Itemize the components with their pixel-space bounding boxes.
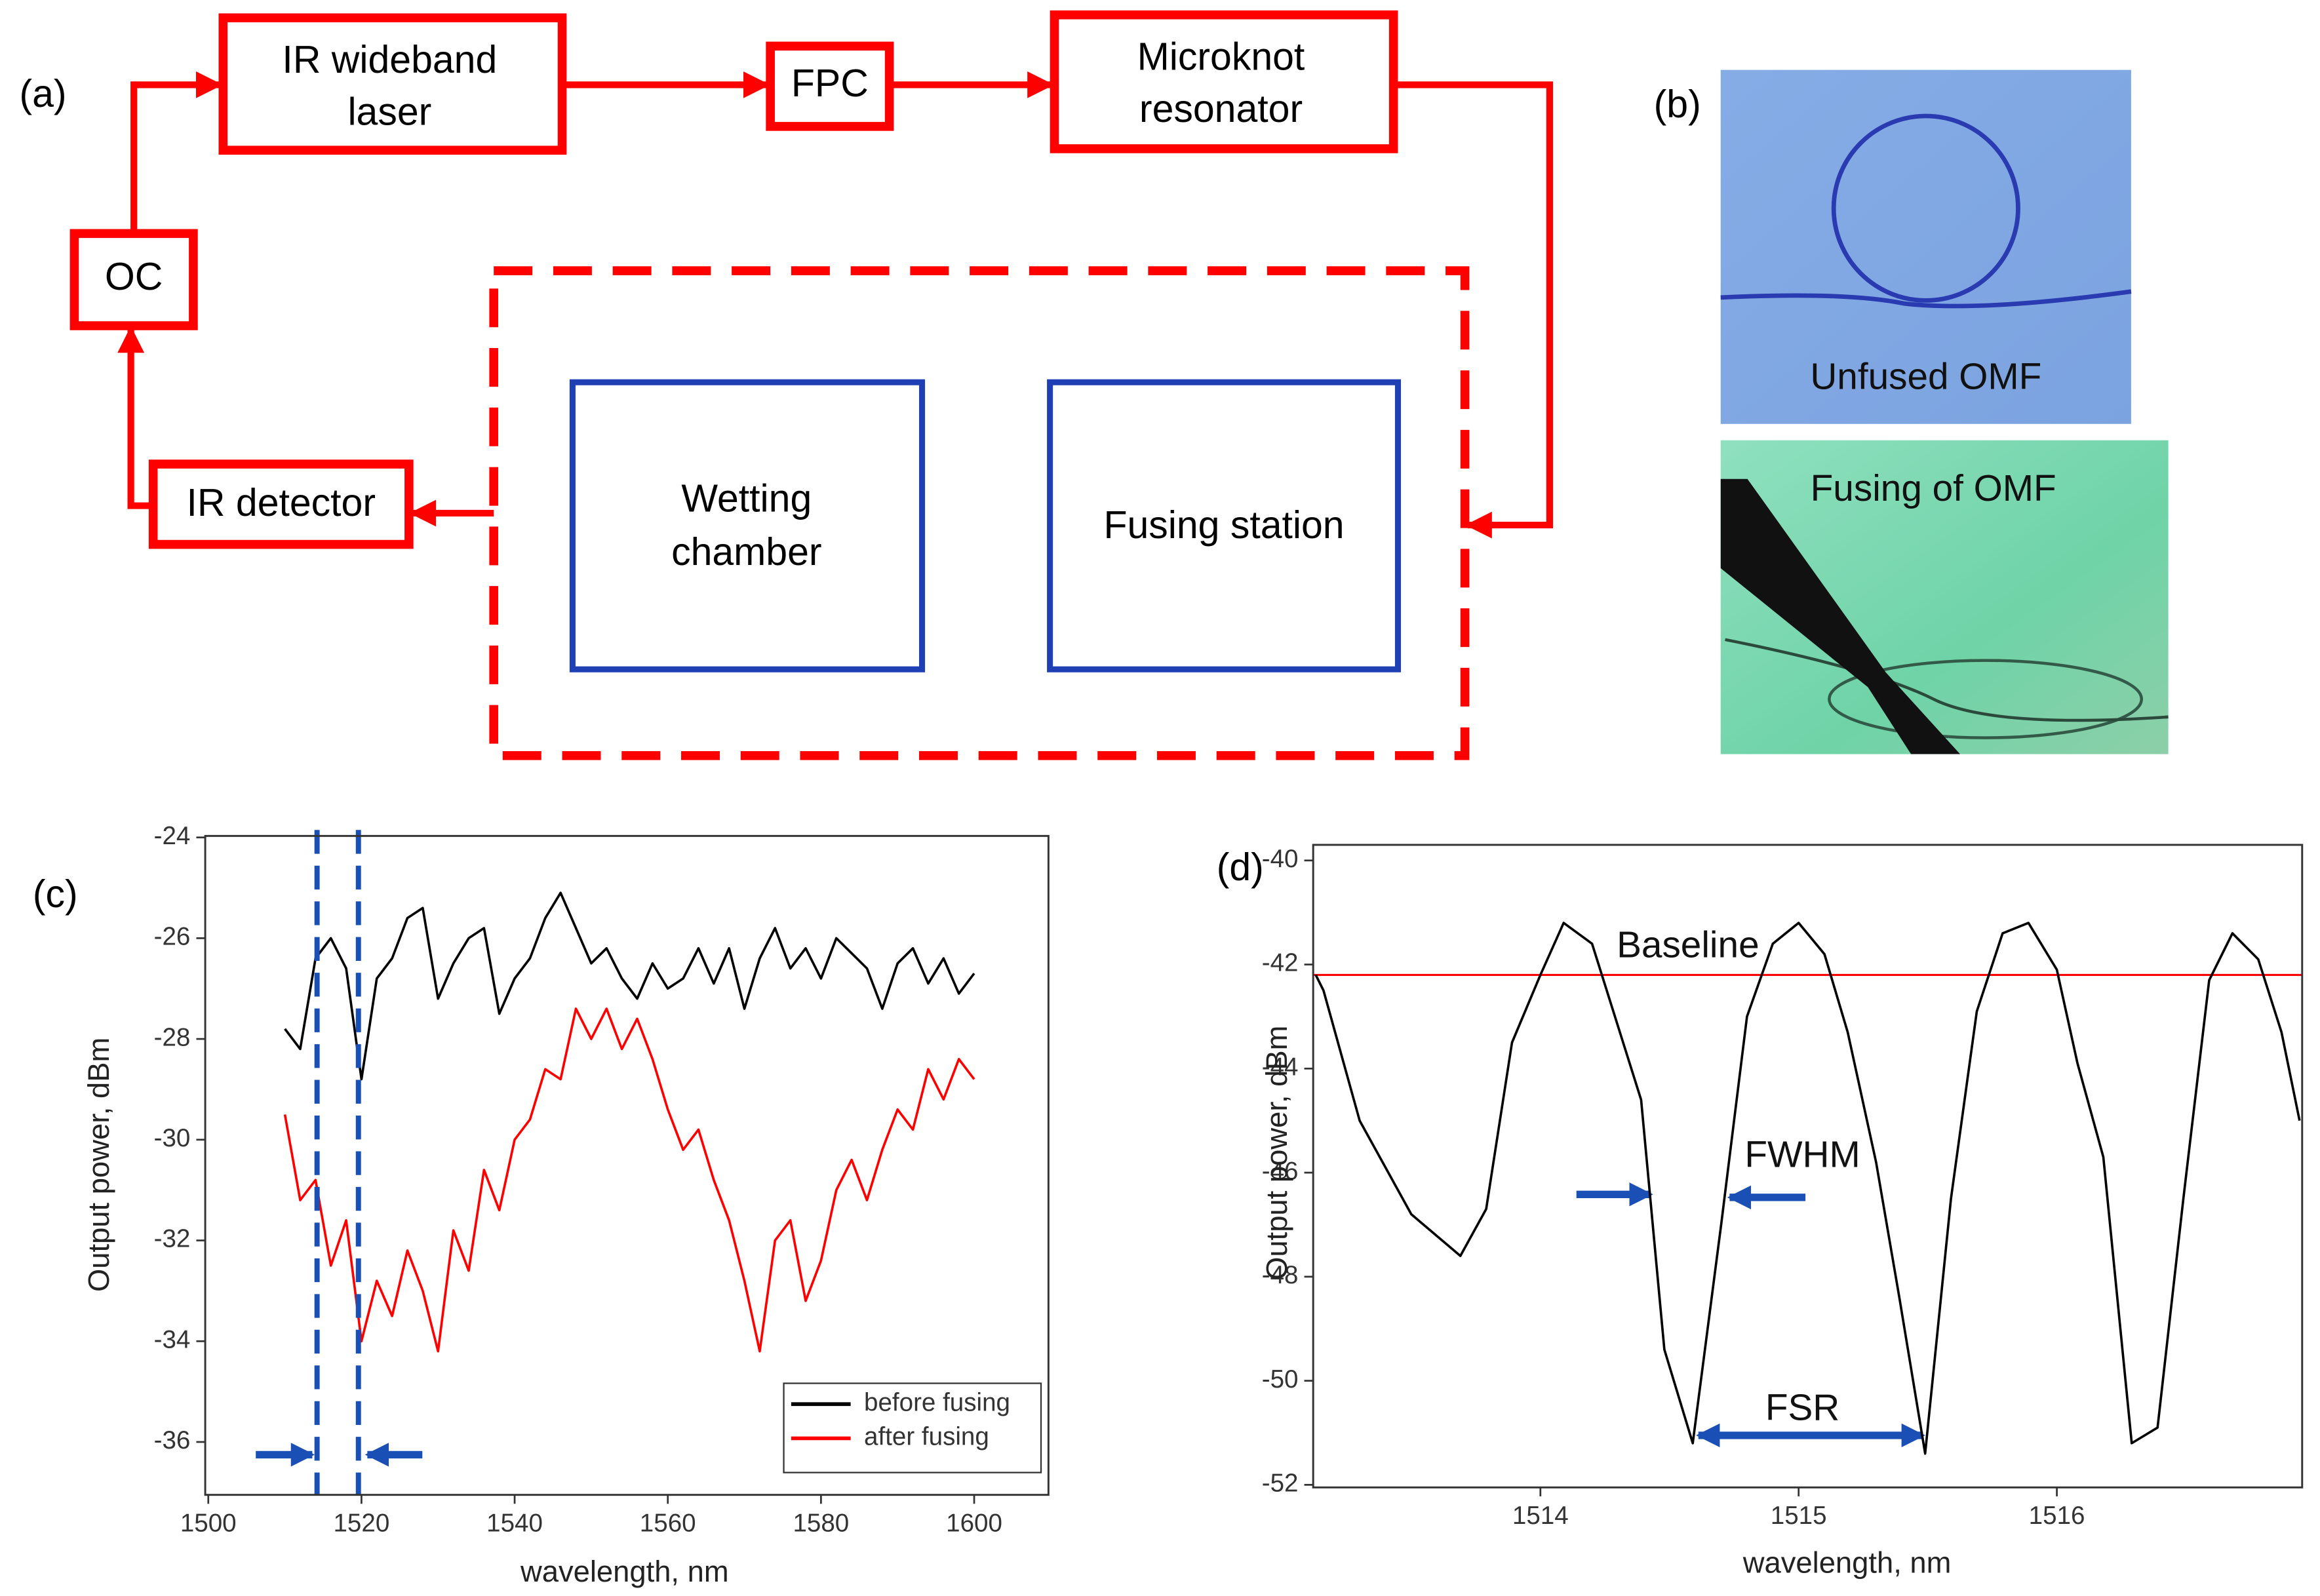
y-tick-label: -36 bbox=[154, 1426, 191, 1454]
photo-caption: Unfused OMF bbox=[1810, 357, 2041, 398]
node-label: IR wideband bbox=[282, 38, 497, 81]
plot-area bbox=[283, 891, 975, 1353]
x-axis-title: wavelength, nm bbox=[1742, 1546, 1952, 1579]
y-axis-title: Output power, dBm bbox=[82, 1038, 115, 1292]
y-tick-label: -40 bbox=[1262, 845, 1299, 873]
node-box bbox=[766, 41, 894, 131]
annotation: FWHM bbox=[1744, 1135, 1860, 1176]
legend-box bbox=[783, 1382, 1042, 1473]
y-axis-title: Output power, dBm bbox=[1260, 1026, 1293, 1280]
y-tick-label: -42 bbox=[1262, 949, 1299, 977]
knot bbox=[1828, 659, 2144, 739]
y-tick-label: -34 bbox=[154, 1325, 191, 1353]
node-label: resonator bbox=[1139, 87, 1303, 130]
x-tick-label: 1515 bbox=[1771, 1502, 1827, 1530]
node-label: Fusing station bbox=[1103, 503, 1344, 547]
node-box bbox=[218, 13, 567, 155]
diagram: IR wideband laser FPC Microknot resonator OC I… bbox=[69, 10, 1553, 760]
fiber bbox=[1725, 638, 2169, 722]
panel-label: (b) bbox=[1654, 83, 1701, 126]
legend-label: before fusing bbox=[864, 1388, 1010, 1416]
annotation: FSR bbox=[1765, 1387, 1839, 1428]
node-label: laser bbox=[347, 90, 431, 133]
knot bbox=[1831, 113, 2020, 303]
chart: -24 -26 -28 -30 -32 -34 -36 1500 1520 1540 1560 158… bbox=[82, 822, 1050, 1588]
plot-area bbox=[1313, 922, 2302, 1455]
group-box bbox=[489, 266, 1470, 760]
y-tick-label: -48 bbox=[1262, 1261, 1299, 1289]
node-box bbox=[69, 229, 198, 330]
connector bbox=[130, 71, 223, 234]
node-label: FPC bbox=[791, 62, 869, 105]
y-tick-label: -52 bbox=[1262, 1469, 1299, 1498]
y-tick-label: -24 bbox=[154, 822, 191, 850]
x-tick-label: 1516 bbox=[2029, 1502, 2085, 1530]
x-tick-label: 1520 bbox=[334, 1509, 390, 1537]
y-tick-label: -50 bbox=[1262, 1365, 1299, 1393]
chart: -40 -42 -44 -46 -48 -50 -52 1514 1515 1516 wavelen… bbox=[1260, 844, 2304, 1579]
x-tick-label: 1580 bbox=[793, 1509, 849, 1537]
x-tick-label: 1560 bbox=[640, 1509, 696, 1537]
y-tick-label: -26 bbox=[154, 923, 191, 951]
annotation: Baseline bbox=[1617, 925, 1760, 966]
panel-label: (c) bbox=[33, 872, 78, 916]
photo-caption: Fusing of OMF bbox=[1811, 468, 2056, 509]
node-label: Wetting bbox=[681, 477, 812, 520]
photo: Fusing of OMF bbox=[1720, 440, 2169, 754]
node-box bbox=[148, 459, 414, 549]
photo-bg bbox=[1720, 69, 2131, 424]
connector bbox=[117, 326, 153, 509]
node-label: IR detector bbox=[187, 481, 376, 524]
x-axis-title: wavelength, nm bbox=[520, 1555, 729, 1588]
node-box bbox=[569, 379, 926, 672]
node-label: OC bbox=[105, 255, 163, 298]
photo: Unfused OMF bbox=[1720, 69, 2132, 424]
x-tick-label: 1540 bbox=[486, 1509, 543, 1537]
node-box bbox=[1050, 10, 1398, 153]
data-line bbox=[283, 1007, 975, 1353]
y-tick-label: -46 bbox=[1262, 1157, 1299, 1185]
panel-label: (a) bbox=[19, 72, 66, 115]
x-tick-label: 1514 bbox=[1512, 1502, 1569, 1530]
connector bbox=[1393, 81, 1553, 539]
y-tick-label: -32 bbox=[154, 1225, 191, 1253]
fiber bbox=[1720, 289, 2132, 309]
x-tick-label: 1500 bbox=[180, 1509, 237, 1537]
node-labels: IR wideband laser FPC Microknot resonator OC I… bbox=[105, 35, 1345, 574]
fusing-tip bbox=[1720, 478, 1961, 754]
panel-label: (d) bbox=[1217, 846, 1264, 889]
axes-frame bbox=[1312, 844, 2304, 1489]
y-tick-label: -44 bbox=[1262, 1053, 1299, 1081]
data-line bbox=[1314, 922, 2301, 1455]
axes-frame bbox=[204, 834, 1050, 1496]
node-label: Microknot bbox=[1137, 35, 1305, 78]
legend-label: after fusing bbox=[864, 1423, 989, 1451]
node-label: chamber bbox=[671, 530, 821, 574]
node-box bbox=[1047, 379, 1402, 672]
y-tick-label: -28 bbox=[154, 1023, 191, 1051]
x-tick-label: 1600 bbox=[946, 1509, 1002, 1537]
data-line bbox=[284, 891, 975, 1081]
y-tick-label: -30 bbox=[154, 1124, 191, 1152]
